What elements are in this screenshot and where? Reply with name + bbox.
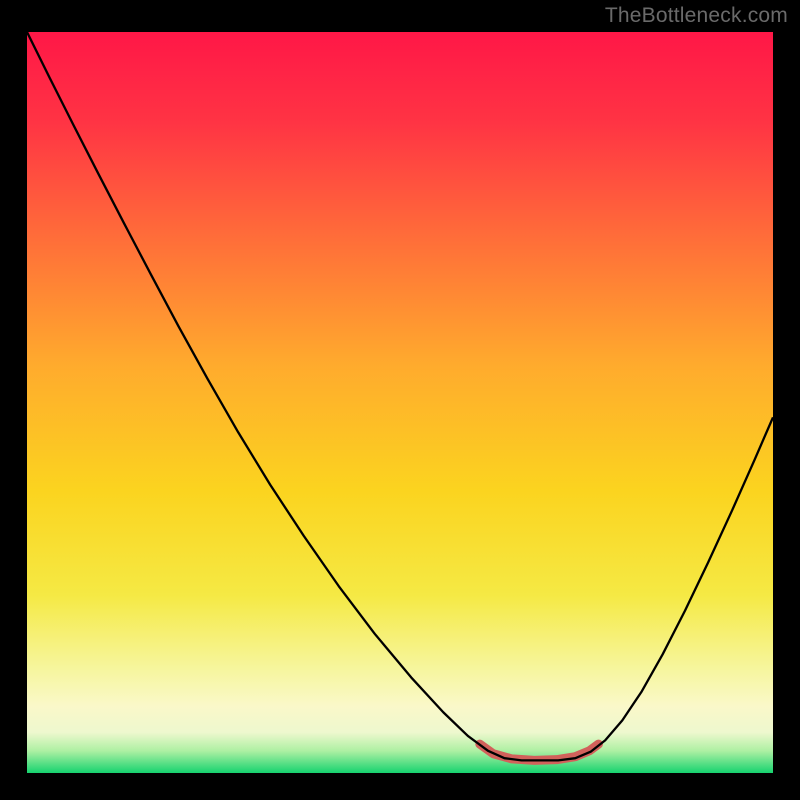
gradient-background: [27, 32, 773, 773]
plot-area: [27, 32, 773, 773]
chart-canvas: TheBottleneck.com: [0, 0, 800, 800]
watermark-text: TheBottleneck.com: [605, 4, 788, 28]
chart-svg: [27, 32, 773, 773]
